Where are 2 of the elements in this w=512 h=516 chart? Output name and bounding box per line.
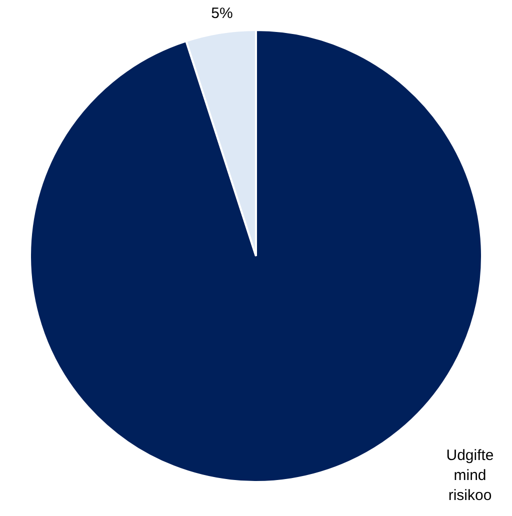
data-label: 5% (211, 5, 233, 22)
slice-label: Udgifte mind risikoo (446, 447, 494, 504)
